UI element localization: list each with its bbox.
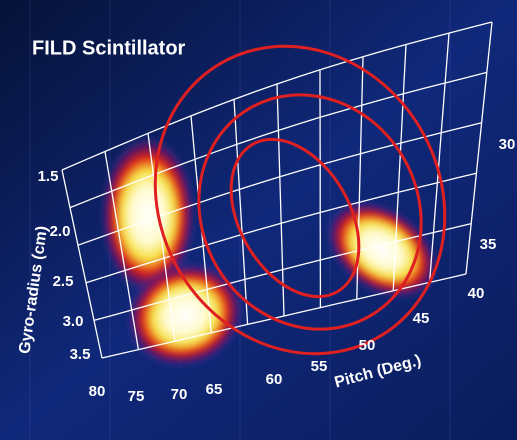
- gyro-tick-label: 2.0: [50, 223, 71, 240]
- gyro-tick-label: 3.5: [70, 346, 91, 363]
- gyro-tick-label: 2.5: [53, 273, 74, 290]
- pitch-tick-label: 50: [359, 337, 376, 354]
- pitch-tick-label: 45: [413, 310, 430, 327]
- grid-column: [104, 151, 140, 350]
- pitch-tick-label: 55: [311, 358, 328, 375]
- grid-column: [465, 21, 493, 275]
- grid-column: [428, 33, 450, 283]
- grid-column: [147, 133, 176, 342]
- grid-column: [61, 169, 103, 359]
- gyro-tick-label: 3.0: [63, 313, 84, 330]
- streaks: [29, 0, 451, 440]
- pitch-tick-label: 65: [206, 381, 223, 398]
- pitch-tick-label: 40: [468, 285, 485, 302]
- title: FILD Scintillator: [32, 37, 186, 59]
- pitch-tick-label: 35: [480, 236, 497, 253]
- pitch-tick-label: 60: [266, 371, 283, 388]
- grid-column: [233, 99, 249, 325]
- pitch-tick-label: 70: [171, 386, 188, 403]
- orbit-contours: [153, 44, 447, 356]
- coordinate-grid: [61, 21, 493, 359]
- gyro-tick-label: 1.5: [38, 168, 59, 185]
- pitch-tick-label: 80: [89, 383, 106, 400]
- grid-column: [276, 83, 285, 317]
- grid-column: [392, 44, 407, 291]
- pitch-tick-label: 30: [499, 136, 516, 153]
- pitch-tick-label: 75: [128, 388, 145, 405]
